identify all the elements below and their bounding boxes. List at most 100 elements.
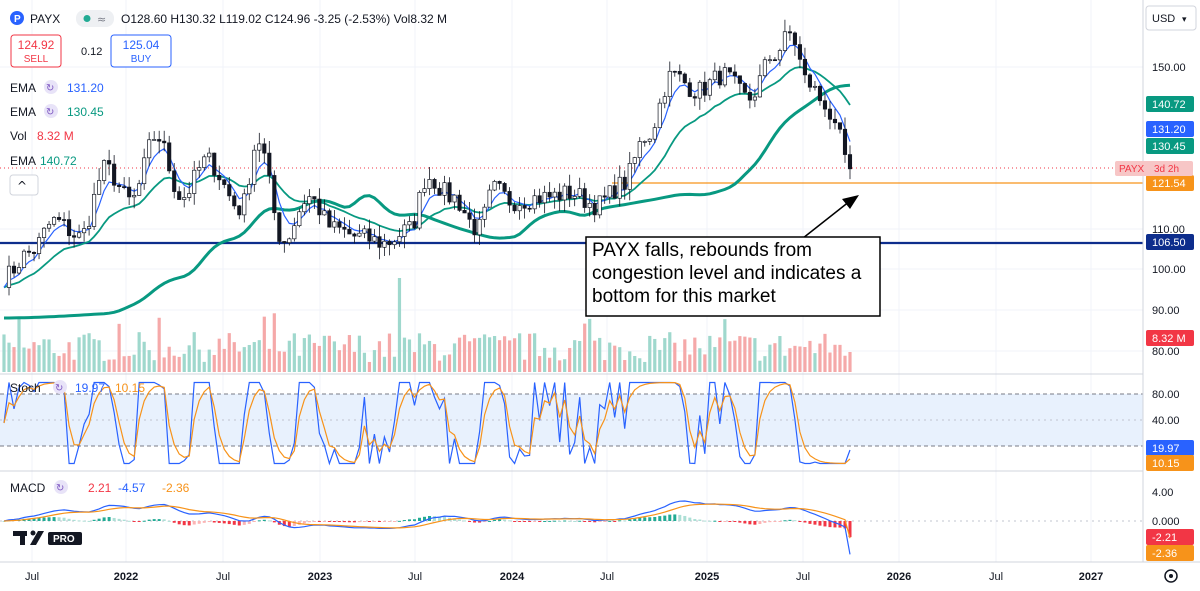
macd-hist-bar — [433, 516, 437, 521]
candle-body — [687, 82, 692, 97]
volume-bar — [482, 334, 487, 372]
stoch-value-tag[interactable]: 10.15 — [1146, 455, 1194, 471]
candle-body — [712, 70, 717, 81]
candle-body — [41, 227, 47, 238]
candle — [602, 186, 607, 204]
candle-body — [727, 67, 732, 73]
price-axis-label: 80.00 — [1152, 346, 1180, 358]
macd-hist-bar — [347, 521, 351, 523]
volume-bar — [663, 338, 667, 372]
candle — [87, 215, 92, 236]
legend-stoch[interactable]: Stoch ↻ 19.97 10.15 — [10, 380, 145, 395]
macd-hist-bar — [112, 517, 116, 521]
price-tag[interactable]: 106.50 — [1146, 234, 1194, 250]
legend-macd[interactable]: MACD ↻ 2.21 -4.57 -2.36 — [10, 480, 190, 495]
status-pill[interactable] — [76, 10, 114, 27]
candle — [592, 195, 597, 223]
price-tag[interactable]: 130.45 — [1146, 138, 1194, 154]
price-tag[interactable]: 121.54 — [1146, 175, 1194, 191]
candle-body — [802, 58, 807, 76]
volume-bar — [137, 332, 141, 372]
time-axis-label: Jul — [25, 571, 39, 583]
volume-bar — [518, 333, 522, 372]
candle — [227, 176, 232, 201]
candle-body — [637, 141, 642, 158]
volume-bar — [37, 345, 41, 372]
macd-hist-bar — [52, 517, 56, 521]
volume-bar — [633, 355, 637, 372]
stoch-value-tag[interactable]: 19.97 — [1146, 440, 1194, 456]
macd-value-tag[interactable]: -2.21 — [1146, 529, 1194, 545]
macd-value-tag[interactable]: -2.36 — [1146, 545, 1194, 561]
candle — [427, 167, 432, 196]
buy-label: BUY — [131, 54, 152, 65]
candle — [582, 182, 587, 213]
candle — [817, 84, 823, 106]
candle — [607, 185, 612, 204]
candle-body — [757, 75, 762, 98]
macd-hist-bar — [417, 517, 421, 521]
volume-bar — [207, 349, 211, 372]
candle-body — [597, 195, 602, 216]
volume-bar — [492, 336, 497, 372]
candle — [77, 224, 82, 239]
macd-hist-bar — [87, 520, 91, 522]
macd-hist-bar — [92, 519, 96, 521]
macd-hist-bar — [583, 521, 587, 522]
volume-bar — [387, 333, 392, 372]
volume-bar — [57, 355, 61, 372]
legend-ema2[interactable]: EMA ↻ 130.45 — [10, 104, 104, 119]
volume-bar — [112, 359, 116, 372]
macd-hist-bar — [107, 517, 111, 521]
candle-body — [452, 194, 457, 203]
annotation-box[interactable] — [585, 236, 881, 317]
macd-hist-bar — [778, 521, 782, 522]
candle-body — [202, 156, 207, 168]
stoch-k-value: 19.97 — [75, 381, 105, 395]
price-tag[interactable]: 140.72 — [1146, 96, 1194, 112]
macd-hist-bar — [578, 520, 582, 522]
candle — [647, 138, 652, 146]
candle-body — [212, 152, 217, 176]
legend-volume[interactable]: Vol 8.32 M — [10, 129, 74, 143]
symbol-header[interactable]: P PAYX — [10, 11, 60, 26]
volume-bar — [613, 345, 617, 372]
legend-ema3[interactable]: EMA 140.72 — [10, 154, 77, 168]
settings-button[interactable] — [1164, 569, 1178, 583]
volume-bar — [658, 349, 662, 372]
candle-body — [822, 100, 828, 110]
candle-body — [627, 163, 632, 190]
macd-signal-line — [3, 503, 851, 539]
candle — [102, 159, 107, 185]
symbol-price-tag[interactable]: PAYX 3d 2h — [1115, 161, 1193, 176]
volume-bar — [502, 336, 507, 372]
symbol-tag-bg — [1115, 161, 1193, 176]
candle-body — [677, 71, 682, 75]
candle — [252, 144, 257, 192]
legend-ema1[interactable]: EMA ↻ 131.20 — [10, 80, 104, 95]
macd-hist-bar — [242, 521, 246, 525]
volume-bar — [92, 339, 96, 372]
candle-body — [277, 212, 282, 242]
candle — [482, 203, 487, 228]
price-tag[interactable]: 131.20 — [1146, 121, 1194, 137]
price-tag[interactable]: 8.32 M — [1146, 330, 1194, 346]
buy-button[interactable]: 125.04 BUY — [110, 34, 172, 68]
candle-body — [577, 188, 582, 197]
volume-bar — [157, 317, 161, 372]
macd-hist-bar — [72, 519, 76, 521]
macd-hist-bar — [172, 521, 176, 523]
time-axis-label: Jul — [796, 571, 810, 583]
candle — [397, 228, 402, 247]
candle — [572, 189, 577, 207]
macd-hist-bar — [443, 516, 447, 521]
annotation-text: PAYX falls, rebounds from congestion lev… — [592, 240, 862, 307]
candle-body — [252, 149, 257, 185]
sell-button[interactable]: 124.92 SELL — [10, 34, 62, 68]
currency-selector[interactable]: USD ▾ — [1145, 5, 1197, 31]
candle — [457, 189, 462, 212]
macd-hist-bar — [733, 521, 737, 522]
collapse-legend-button[interactable]: ^ — [9, 174, 39, 196]
candle — [167, 135, 172, 174]
